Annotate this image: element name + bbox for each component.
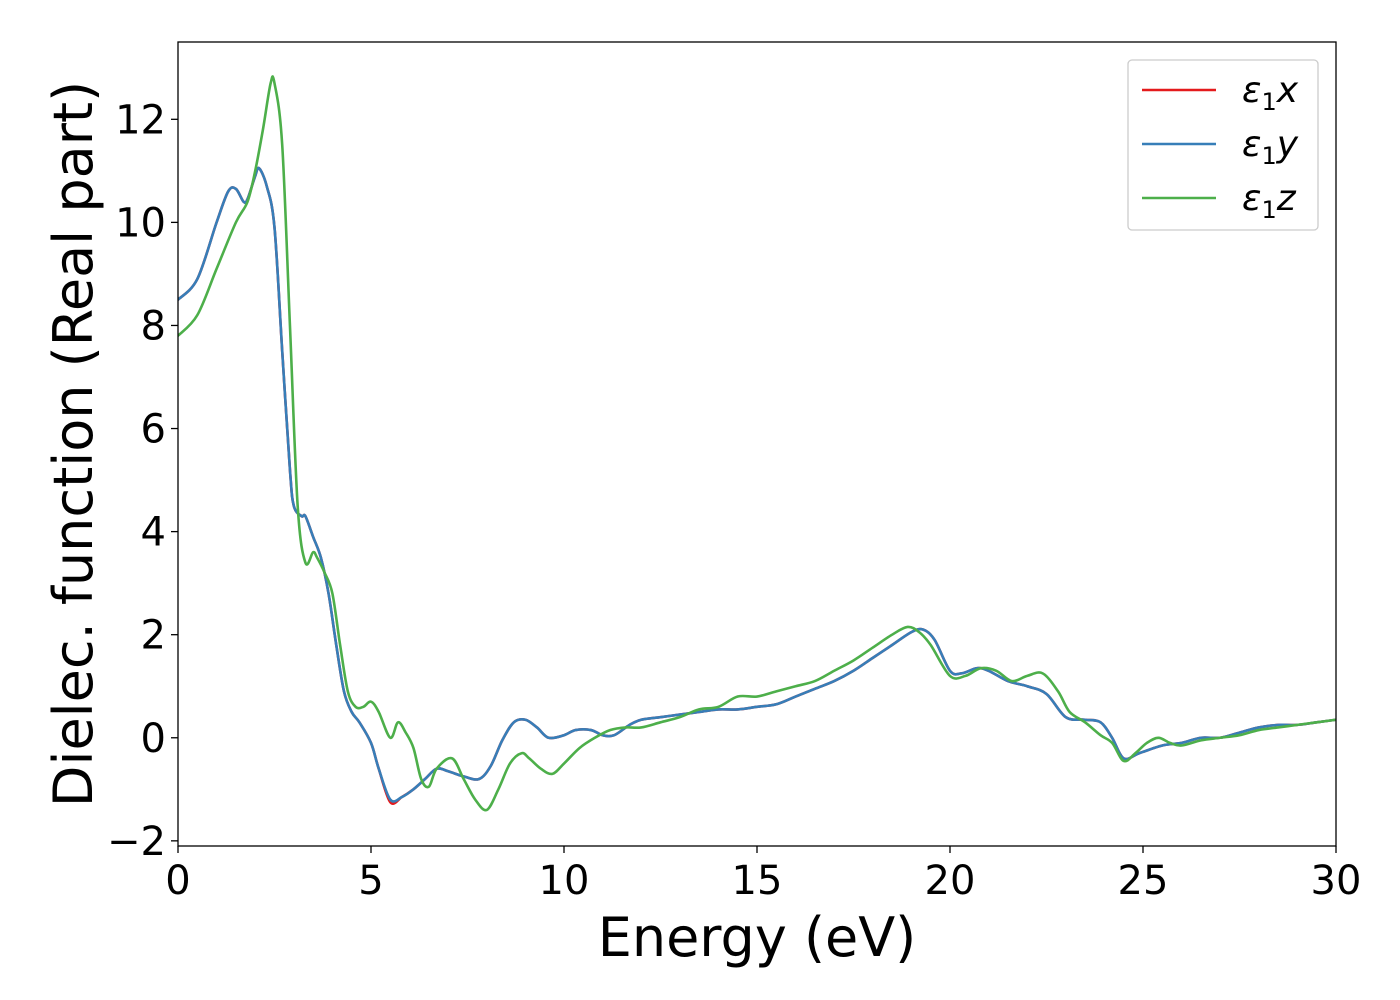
series-line-z	[178, 75, 1336, 812]
legend-box	[1127, 59, 1319, 231]
legend-label-x: ε1x	[1242, 70, 1299, 116]
y-tick-label: 6	[141, 407, 166, 453]
legend-symbol: ε	[1242, 178, 1261, 219]
x-tick-label: 25	[1118, 858, 1169, 904]
y-axis-ticks: −2 0 2 4 6 8 10 12	[107, 97, 178, 865]
legend-symbol: ε	[1242, 70, 1261, 111]
legend-axis-letter: x	[1276, 70, 1299, 111]
x-tick-label: 15	[732, 858, 783, 904]
series-line-y	[178, 166, 1336, 803]
x-tick-label: 5	[358, 858, 383, 904]
series-layer	[178, 75, 1336, 812]
legend-axis-letter: z	[1276, 178, 1297, 219]
y-tick-label: 8	[141, 303, 166, 349]
y-tick-label: 12	[115, 97, 166, 143]
legend-label-z: ε1z	[1242, 178, 1297, 224]
y-tick-label: 2	[141, 613, 166, 659]
x-tick-label: 10	[539, 858, 590, 904]
x-tick-label: 20	[925, 858, 976, 904]
x-tick-label: 30	[1311, 858, 1362, 904]
y-axis-label: Dielec. function (Real part)	[42, 81, 105, 807]
y-tick-label: 0	[141, 716, 166, 762]
legend-subscript: 1	[1261, 88, 1276, 116]
legend-label-y: ε1y	[1242, 124, 1299, 170]
x-tick-label: 0	[165, 858, 190, 904]
series-line-x	[178, 166, 1336, 805]
x-axis-label: Energy (eV)	[598, 906, 917, 969]
legend-subscript: 1	[1261, 196, 1276, 224]
x-axis-ticks: 0 5 10 15 20 25 30	[165, 846, 1361, 904]
y-tick-label: 10	[115, 200, 166, 246]
legend-symbol: ε	[1242, 124, 1261, 165]
y-tick-label: −2	[107, 819, 166, 865]
legend-axis-letter: y	[1276, 124, 1299, 165]
legend-subscript: 1	[1261, 142, 1276, 170]
y-tick-label: 4	[141, 510, 166, 556]
